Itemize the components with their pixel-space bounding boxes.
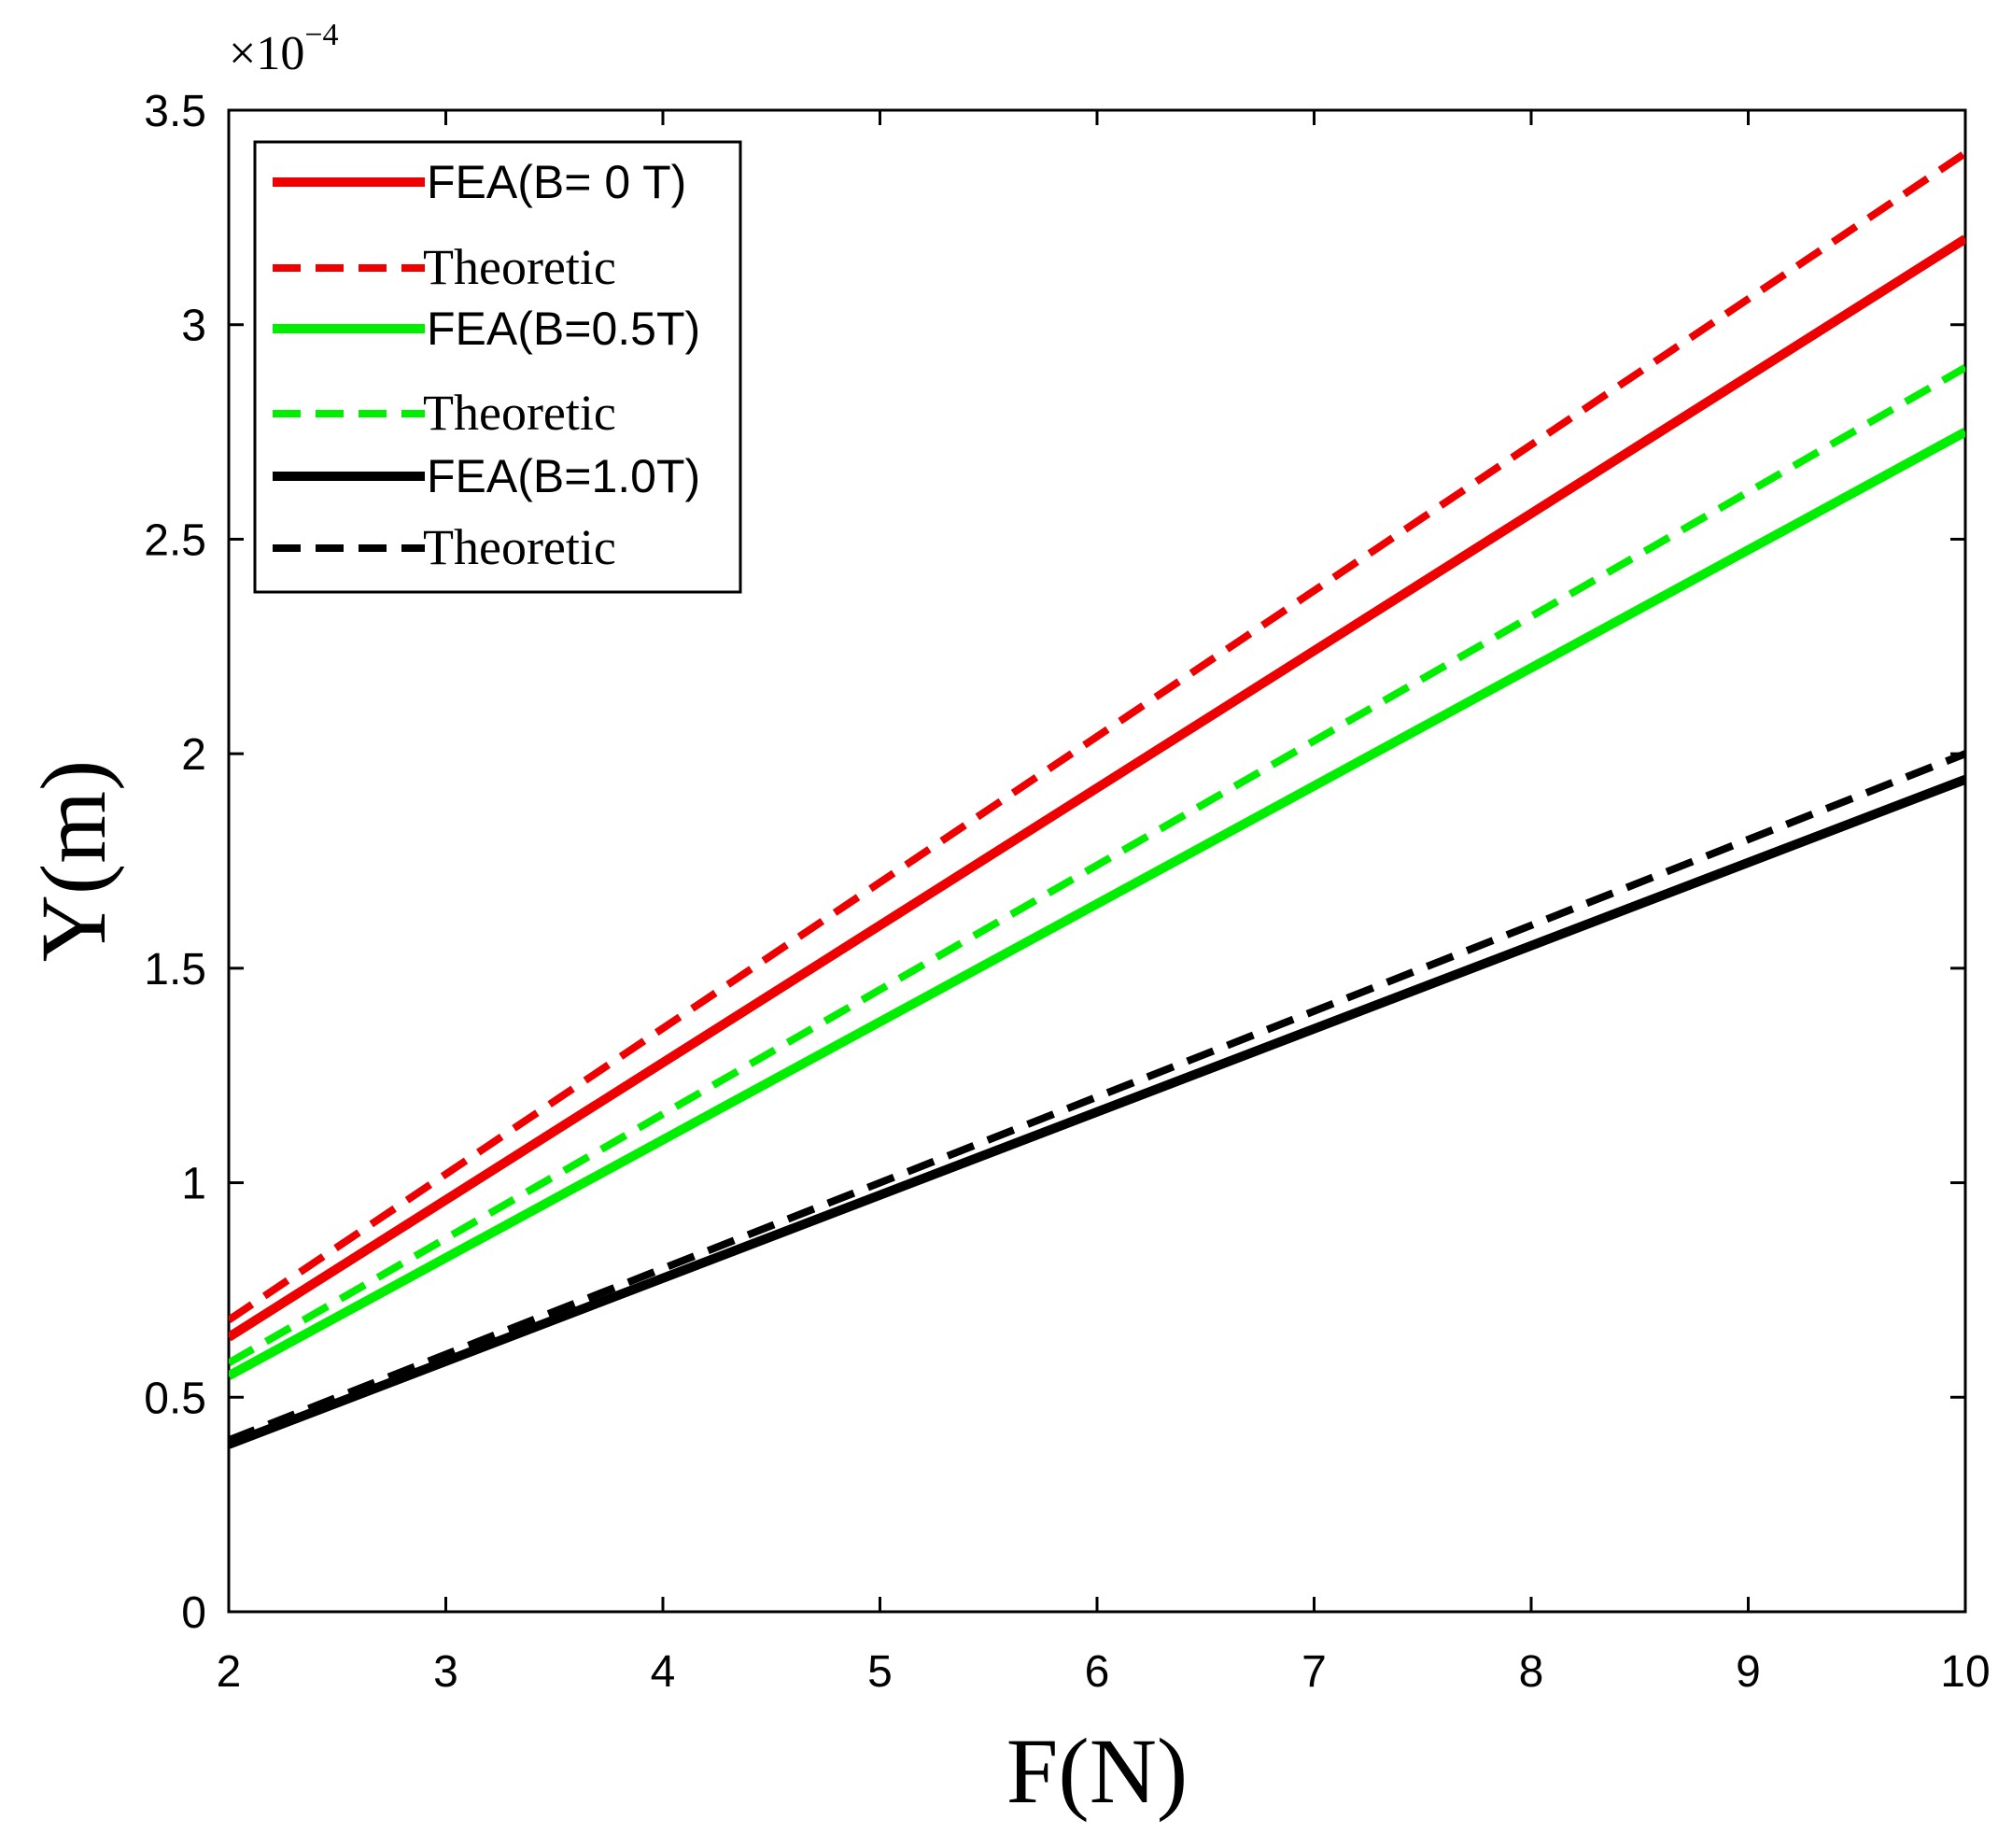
series-line-1 [229, 234, 1965, 1342]
series-layer [229, 149, 1965, 1449]
legend-label-3: FEA(B=0.5T) [427, 303, 700, 355]
x-tick-label: 7 [1301, 1647, 1327, 1697]
x-tick-label: 4 [651, 1647, 676, 1697]
x-tick-label: 3 [433, 1647, 458, 1697]
series-line-3 [229, 428, 1965, 1380]
y-tick-label: 2 [181, 730, 206, 780]
legend: FEA(B= 0 T) Theoretic FEA(B=0.5T) Theoretic… [253, 140, 742, 594]
legend-label-6: Theoretic [423, 519, 616, 575]
y-tick-label: 3 [181, 302, 206, 351]
y-tick-label: 1 [181, 1160, 206, 1209]
legend-label-4: Theoretic [423, 385, 616, 441]
legend-label-5: FEA(B=1.0T) [427, 450, 700, 502]
y-tick-label: 1.5 [144, 945, 206, 995]
series-line-2 [229, 149, 1965, 1323]
legend-label-1: FEA(B= 0 T) [427, 156, 686, 208]
axis-ticks [227, 108, 1967, 1614]
x-tick-label: 6 [1085, 1647, 1110, 1697]
x-tick-label: 10 [1940, 1647, 1990, 1697]
y-tick-labels: 0 0.5 1 1.5 2 2.5 3 3.5 [144, 87, 206, 1638]
series-line-4 [229, 364, 1965, 1367]
x-tick-label: 2 [217, 1647, 242, 1697]
y-tick-label: 0 [181, 1588, 206, 1638]
x-axis-title: F(N) [1006, 1719, 1188, 1823]
x-tick-label: 9 [1736, 1647, 1761, 1697]
series-line-5 [229, 775, 1965, 1449]
legend-box [253, 140, 742, 594]
y-exponent-label: ×10−4 [229, 18, 339, 80]
x-tick-label: 5 [867, 1647, 893, 1697]
y-axis-title: Y(m) [21, 760, 125, 963]
y-tick-label: 2.5 [144, 515, 206, 565]
y-exponent-power: −4 [304, 18, 338, 52]
legend-label-2: Theoretic [423, 239, 616, 295]
x-tick-labels: 2 3 4 5 6 7 8 9 10 [217, 1647, 1991, 1697]
series-line-6 [229, 750, 1965, 1444]
y-exponent-base: ×10 [229, 27, 304, 80]
y-tick-label: 3.5 [144, 87, 206, 136]
x-tick-label: 8 [1519, 1647, 1544, 1697]
y-tick-label: 0.5 [144, 1374, 206, 1423]
